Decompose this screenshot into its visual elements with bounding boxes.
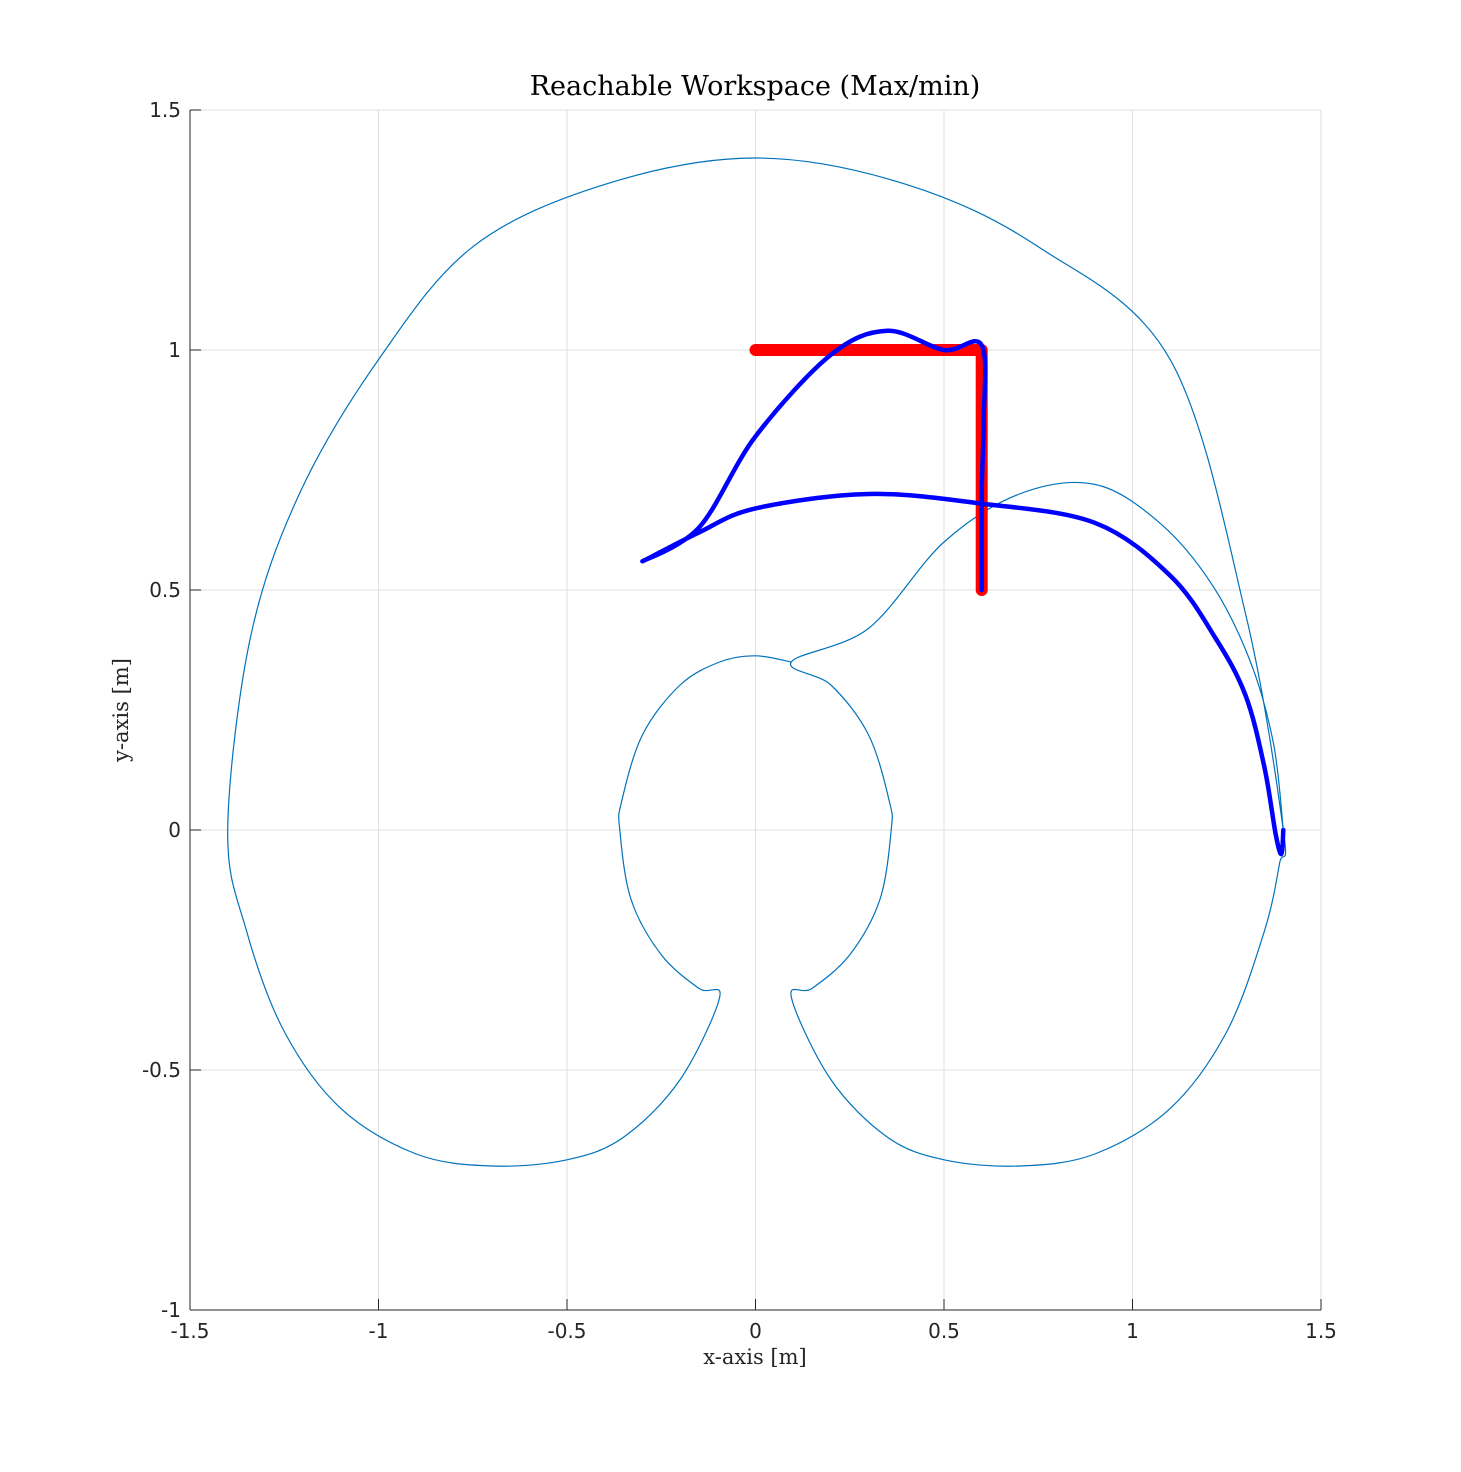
y-axis-label: y-axis [m]: [109, 658, 133, 763]
y-tick-label: 0: [168, 818, 181, 842]
x-tick-label: 0: [749, 1319, 762, 1343]
x-tick-label: -1: [369, 1319, 389, 1343]
x-axis-label: x-axis [m]: [703, 1345, 806, 1369]
actual-trajectory-line: [640, 328, 1286, 857]
y-tick-label: 1.5: [149, 98, 181, 122]
x-tick-label: 1: [1126, 1319, 1139, 1343]
x-tick-label: -1.5: [170, 1319, 209, 1343]
plot-area: [227, 157, 1287, 1167]
x-tick-label: -0.5: [547, 1319, 586, 1343]
y-tick-label: -1: [161, 1298, 181, 1322]
tick-labels: -1.5 -1 -0.5 0 0.5 1 1.5-1-0.500.511.5: [142, 98, 1337, 1343]
y-tick-label: -0.5: [142, 1058, 181, 1082]
workspace-boundary-line: [227, 157, 1287, 1167]
y-tick-label: 0.5: [149, 578, 181, 602]
grid: [189, 109, 1322, 1311]
axes: [189, 109, 1322, 1311]
x-tick-label: 1.5: [1305, 1319, 1337, 1343]
x-tick-label: 0.5: [928, 1319, 960, 1343]
y-tick-label: 1: [168, 338, 181, 362]
chart-title: Reachable Workspace (Max/min): [530, 71, 981, 102]
